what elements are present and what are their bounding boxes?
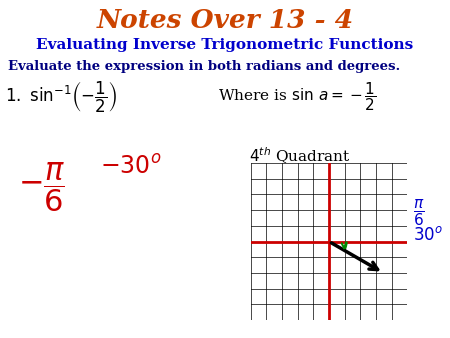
Text: $30^{o}$: $30^{o}$ <box>413 226 443 244</box>
Text: $4^{th}$ Quadrant: $4^{th}$ Quadrant <box>249 146 351 166</box>
Text: Evaluating Inverse Trigonometric Functions: Evaluating Inverse Trigonometric Functio… <box>36 38 414 52</box>
Text: Evaluate the expression in both radians and degrees.: Evaluate the expression in both radians … <box>8 60 400 73</box>
Text: $-30^{o}$: $-30^{o}$ <box>100 155 162 179</box>
Text: $-\dfrac{\pi}{6}$: $-\dfrac{\pi}{6}$ <box>18 160 65 214</box>
Text: Where is $\sin\,a = -\dfrac{1}{2}$: Where is $\sin\,a = -\dfrac{1}{2}$ <box>218 80 377 113</box>
Text: $\dfrac{\pi}{6}$: $\dfrac{\pi}{6}$ <box>413 198 425 228</box>
Text: $1.\ \sin^{-1}\!\left(-\dfrac{1}{2}\right)$: $1.\ \sin^{-1}\!\left(-\dfrac{1}{2}\righ… <box>5 80 117 115</box>
Text: Notes Over 13 - 4: Notes Over 13 - 4 <box>96 8 354 33</box>
